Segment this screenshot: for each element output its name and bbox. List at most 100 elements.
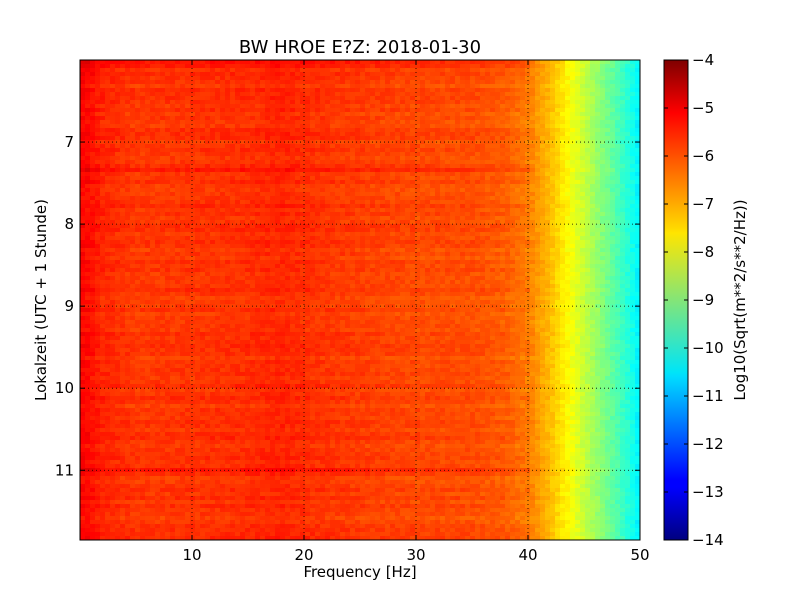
heatmap-cell [485, 232, 491, 237]
heatmap-cell [245, 224, 251, 229]
heatmap-cell [90, 164, 96, 169]
heatmap-cell [450, 72, 456, 77]
heatmap-cell [115, 76, 121, 81]
heatmap-cell [635, 192, 640, 197]
heatmap-cell [305, 124, 311, 129]
heatmap-cell [85, 176, 91, 181]
heatmap-cell [530, 128, 536, 133]
heatmap-cell [435, 208, 441, 213]
heatmap-cell [410, 200, 416, 205]
heatmap-cell [315, 180, 321, 185]
heatmap-cell [570, 212, 576, 217]
heatmap-cell [255, 116, 261, 121]
heatmap-cell [600, 156, 606, 161]
heatmap-cell [505, 152, 511, 157]
heatmap-cell [365, 160, 371, 165]
heatmap-cell [460, 220, 466, 225]
heatmap-cell [250, 168, 256, 173]
heatmap-cell [520, 80, 526, 85]
heatmap-cell [530, 88, 536, 93]
heatmap-cell [435, 72, 441, 77]
heatmap-cell [515, 208, 521, 213]
heatmap-cell [265, 184, 271, 189]
heatmap-cell [100, 148, 106, 153]
heatmap-cell [320, 196, 326, 201]
heatmap-cell [310, 92, 316, 97]
heatmap-cell [300, 92, 306, 97]
heatmap-cell [420, 136, 426, 141]
heatmap-cell [110, 68, 116, 73]
heatmap-cell [535, 228, 541, 233]
heatmap-cell [230, 144, 236, 149]
heatmap-cell [220, 192, 226, 197]
heatmap-cell [260, 140, 266, 145]
heatmap-cell [390, 128, 396, 133]
heatmap-cell [215, 96, 221, 101]
heatmap-cell [620, 100, 626, 105]
heatmap-cell [370, 68, 376, 73]
heatmap-cell [285, 72, 291, 77]
heatmap-cell [515, 184, 521, 189]
heatmap-cell [390, 236, 396, 241]
heatmap-cell [105, 216, 111, 221]
heatmap-cell [445, 68, 451, 73]
heatmap-cell [205, 180, 211, 185]
heatmap-cell [395, 196, 401, 201]
heatmap-cell [245, 164, 251, 169]
heatmap-cell [215, 136, 221, 141]
heatmap-cell [515, 156, 521, 161]
heatmap-cell [240, 148, 246, 153]
heatmap-cell [165, 144, 171, 149]
heatmap-cell [320, 140, 326, 145]
heatmap-cell [460, 196, 466, 201]
heatmap-cell [610, 148, 616, 153]
heatmap-cell [625, 128, 631, 133]
heatmap-cell [205, 184, 211, 189]
heatmap-cell [215, 176, 221, 181]
heatmap-cell [500, 136, 506, 141]
heatmap-cell [265, 104, 271, 109]
heatmap-cell [315, 172, 321, 177]
heatmap-cell [320, 128, 326, 133]
heatmap-cell [85, 236, 91, 241]
heatmap-cell [235, 168, 241, 173]
heatmap-cell [255, 120, 261, 125]
heatmap-cell [480, 152, 486, 157]
heatmap-cell [265, 228, 271, 233]
heatmap-cell [530, 220, 536, 225]
heatmap-cell [175, 228, 181, 233]
heatmap-cell [385, 148, 391, 153]
heatmap-cell [185, 228, 191, 233]
heatmap-cell [595, 60, 601, 65]
heatmap-cell [220, 224, 226, 229]
heatmap-cell [600, 212, 606, 217]
heatmap-cell [105, 72, 111, 77]
heatmap-cell [320, 100, 326, 105]
heatmap-cell [500, 120, 506, 125]
heatmap-cell [400, 88, 406, 93]
heatmap-cell [160, 116, 166, 121]
heatmap-cell [560, 184, 566, 189]
heatmap-cell [290, 144, 296, 149]
heatmap-cell [225, 156, 231, 161]
heatmap-cell [560, 128, 566, 133]
heatmap-cell [585, 220, 591, 225]
heatmap-cell [210, 208, 216, 213]
heatmap-cell [570, 196, 576, 201]
heatmap-cell [575, 136, 581, 141]
heatmap-cell [260, 100, 266, 105]
heatmap-cell [235, 200, 241, 205]
heatmap-cell [330, 160, 336, 165]
heatmap-cell [630, 208, 636, 213]
heatmap-cell [265, 232, 271, 237]
heatmap-cell [135, 156, 141, 161]
heatmap-cell [120, 136, 126, 141]
heatmap-cell [360, 224, 366, 229]
heatmap-cell [190, 76, 196, 81]
heatmap-cell [395, 92, 401, 97]
heatmap-cell [325, 140, 331, 145]
heatmap-cell [495, 228, 501, 233]
heatmap-cell [90, 116, 96, 121]
heatmap-cell [585, 104, 591, 109]
heatmap-cell [545, 196, 551, 201]
